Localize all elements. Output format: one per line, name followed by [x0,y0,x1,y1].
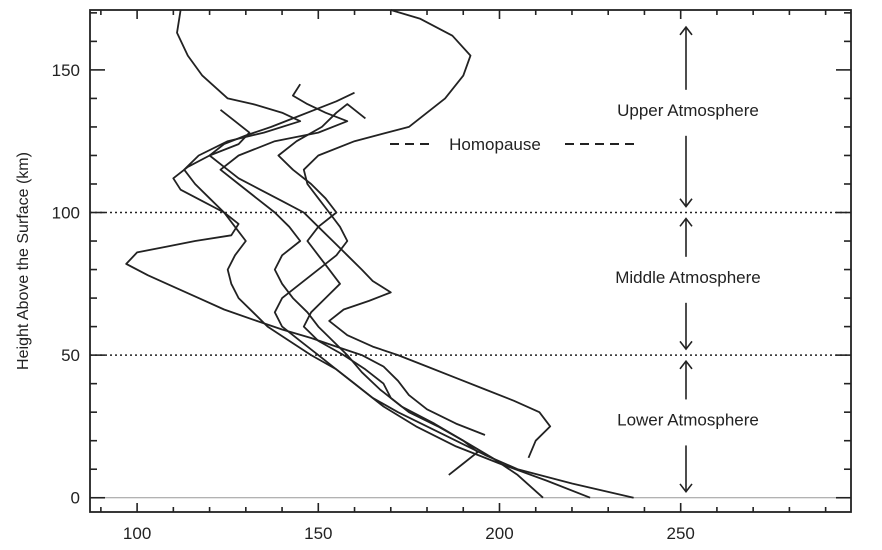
arrow-up-icon [679,359,693,370]
region-label: Middle Atmosphere [615,268,761,287]
x-tick-label: 150 [304,524,332,543]
arrow-down-icon [679,340,693,351]
x-tick-label: 250 [666,524,694,543]
temperature-profile-2 [176,9,634,499]
temperature-profile-4 [277,103,479,476]
temperature-profile-1 [273,9,591,499]
temperature-profile-5 [208,91,552,459]
temperature-profile-3 [219,83,544,499]
temperature-profile-6 [125,109,486,436]
legend-label-homopause: Homopause [449,135,541,154]
x-tick-label: 200 [485,524,513,543]
y-axis-label: Height Above the Surface (km) [15,152,32,370]
arrow-up-icon [679,25,693,36]
y-tick-label: 100 [52,204,80,223]
plot-frame [89,9,852,513]
arrow-up-icon [679,217,693,227]
x-tick-label: 100 [123,524,151,543]
y-tick-label: 0 [71,489,80,508]
y-tick-label: 50 [61,346,80,365]
region-label: Upper Atmosphere [617,101,759,120]
y-tick-label: 150 [52,61,80,80]
arrow-down-icon [679,483,693,494]
arrow-down-icon [679,198,693,208]
region-label: Lower Atmosphere [617,410,759,429]
